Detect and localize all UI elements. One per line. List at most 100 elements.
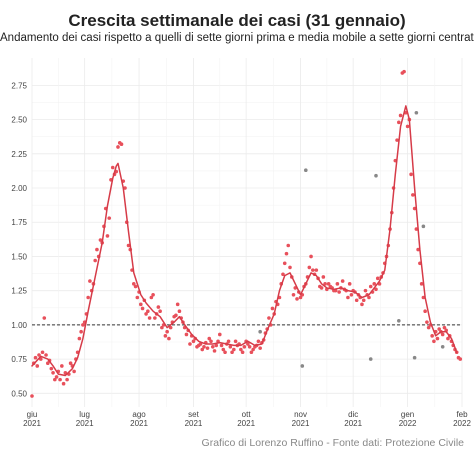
- data-point: [35, 364, 40, 368]
- outlier-point: [368, 357, 373, 361]
- data-point: [200, 347, 205, 352]
- data-point: [212, 349, 217, 353]
- data-point: [233, 339, 238, 344]
- y-tick-label: 1.50: [11, 252, 27, 261]
- data-point: [295, 297, 299, 301]
- data-point: [246, 342, 250, 346]
- data-point: [153, 316, 157, 320]
- data-point: [33, 355, 38, 360]
- data-point: [105, 234, 110, 238]
- data-point: [270, 306, 275, 311]
- x-tick-label: nov: [294, 410, 307, 419]
- data-point: [321, 275, 326, 279]
- data-point: [68, 361, 73, 366]
- x-tick-year-label: 2021: [23, 419, 41, 428]
- data-point: [398, 113, 403, 118]
- data-point: [411, 193, 415, 197]
- data-point: [95, 247, 99, 252]
- x-tick-label: set: [188, 410, 199, 419]
- data-point: [77, 336, 82, 341]
- y-tick-label: 1.25: [11, 287, 27, 296]
- data-point: [139, 302, 143, 307]
- y-tick-label: 2.25: [11, 150, 27, 159]
- data-point: [239, 347, 243, 352]
- data-point: [167, 336, 171, 341]
- data-point: [60, 364, 64, 368]
- data-point: [49, 366, 54, 371]
- data-point: [37, 353, 41, 357]
- outlier-point: [374, 173, 378, 178]
- data-point: [209, 339, 213, 344]
- data-point: [219, 343, 224, 348]
- data-point: [458, 357, 463, 361]
- data-point: [440, 332, 445, 337]
- data-point: [188, 342, 192, 346]
- data-point: [165, 329, 169, 334]
- data-point: [175, 302, 180, 307]
- data-point: [151, 292, 155, 297]
- data-point: [311, 268, 315, 272]
- data-point: [430, 334, 434, 338]
- data-point: [258, 346, 262, 350]
- data-point: [319, 286, 324, 290]
- data-point: [217, 332, 222, 337]
- data-point: [81, 323, 85, 327]
- data-point: [367, 295, 371, 300]
- data-point: [249, 350, 254, 355]
- x-tick-year-label: 2021: [344, 419, 362, 428]
- data-point: [44, 353, 48, 357]
- data-point: [221, 347, 226, 352]
- data-point: [65, 377, 69, 382]
- data-point: [40, 350, 45, 355]
- data-point: [288, 265, 292, 270]
- data-point: [202, 344, 206, 349]
- data-point: [337, 290, 341, 294]
- y-tick-label: 0.75: [11, 355, 27, 364]
- data-point: [61, 381, 66, 386]
- data-point: [395, 138, 399, 142]
- data-point: [414, 227, 419, 231]
- data-point: [368, 284, 373, 289]
- outlier-point: [414, 110, 419, 115]
- x-tick-label: dic: [348, 410, 358, 419]
- data-point: [419, 282, 424, 286]
- data-point: [119, 142, 124, 147]
- data-point: [242, 344, 247, 349]
- data-point: [93, 258, 97, 263]
- data-point: [174, 313, 178, 318]
- data-point: [360, 302, 364, 307]
- x-tick-year-label: 2022: [453, 419, 471, 428]
- data-point: [177, 309, 182, 313]
- data-point: [133, 284, 138, 289]
- x-axis-ticks: giu2021lug2021ago2021set2021ott2021nov20…: [23, 410, 471, 428]
- y-tick-label: 0.50: [11, 389, 27, 398]
- data-point: [149, 295, 154, 300]
- data-point: [307, 265, 312, 270]
- x-tick-label: lug: [79, 410, 90, 419]
- data-point: [72, 369, 76, 374]
- x-tick-label: gen: [401, 410, 414, 419]
- data-point: [423, 309, 427, 313]
- data-point: [372, 282, 377, 286]
- data-point: [88, 279, 92, 283]
- x-tick-year-label: 2021: [292, 419, 310, 428]
- data-point: [214, 343, 219, 348]
- data-point: [314, 268, 319, 272]
- x-tick-year-label: 2021: [237, 419, 255, 428]
- grid-lines: [31, 58, 463, 407]
- data-point: [291, 292, 296, 297]
- data-point: [354, 298, 359, 303]
- moving-average-line: [31, 105, 458, 377]
- data-point: [375, 276, 380, 281]
- data-point: [144, 312, 148, 316]
- data-point: [240, 350, 245, 355]
- data-point: [58, 377, 62, 382]
- moving-average-group: [31, 105, 458, 377]
- data-point: [232, 347, 236, 352]
- x-tick-label: feb: [456, 410, 468, 419]
- data-point: [147, 316, 152, 320]
- data-point: [251, 347, 255, 352]
- y-tick-label: 1.75: [11, 218, 27, 227]
- data-point: [135, 295, 140, 300]
